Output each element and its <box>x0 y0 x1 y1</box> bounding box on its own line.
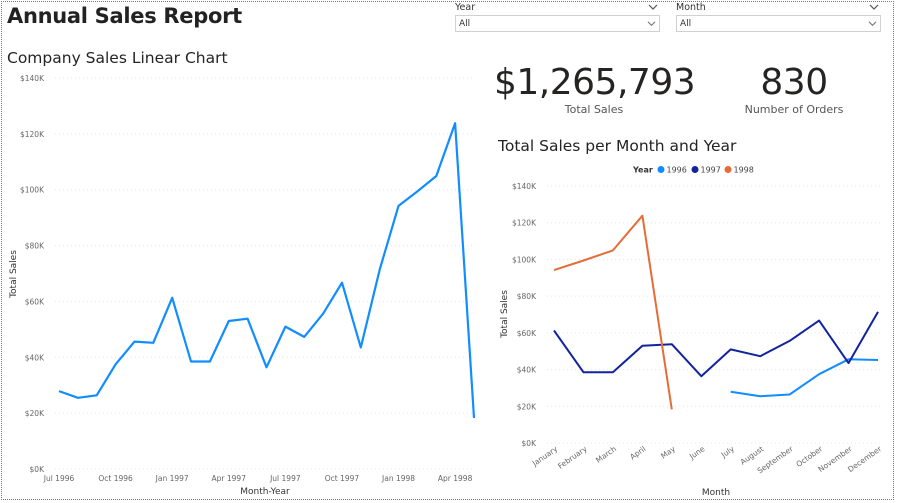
y-tick-label: $140K <box>512 182 537 191</box>
month-slicer-label: Month <box>676 2 706 13</box>
x-tick-label: March <box>594 444 618 465</box>
y-tick-label: $80K <box>517 292 537 301</box>
y-tick-label: $40K <box>517 366 537 375</box>
series-line-1996 <box>730 358 879 398</box>
year-dropdown[interactable]: All <box>455 15 660 32</box>
orders-label: Number of Orders <box>744 103 844 116</box>
y-tick-label: $100K <box>512 255 537 264</box>
year-slicer-label: Year <box>455 2 476 13</box>
chevron-down-icon[interactable] <box>648 2 658 12</box>
month-dropdown-value: All <box>680 19 692 29</box>
year-slicer[interactable]: Year All <box>455 1 660 32</box>
series-line-total-sales <box>58 122 476 418</box>
y-tick-label: $120K <box>20 130 45 139</box>
x-tick-label: April <box>628 444 647 461</box>
y-tick-label: $60K <box>25 297 45 306</box>
x-tick-label: Apr 1997 <box>212 474 247 483</box>
month-slicer[interactable]: Month All <box>676 1 881 32</box>
total-sales-value: $1,265,793 <box>494 62 696 103</box>
x-tick-label: Jan 1998 <box>381 474 415 483</box>
monthly-chart-title: Total Sales per Month and Year <box>498 137 737 155</box>
total-sales-card: $1,265,793 Total Sales <box>494 62 696 117</box>
report-title: Annual Sales Report <box>7 4 242 28</box>
x-tick-label: Jan 1997 <box>155 474 189 483</box>
y-tick-label: $140K <box>20 74 45 83</box>
linear-chart-title: Company Sales Linear Chart <box>7 49 228 67</box>
y-tick-label: $0K <box>30 465 46 474</box>
y-tick-label: $40K <box>25 353 45 362</box>
legend-marker-1996 <box>657 166 665 173</box>
chevron-down-icon[interactable] <box>869 2 879 12</box>
x-tick-label: May <box>659 444 677 461</box>
x-tick-label: Jul 1997 <box>269 474 301 483</box>
legend-label-1996: 1996 <box>667 166 687 175</box>
legend-title: Year <box>632 166 653 175</box>
y-tick-label: $100K <box>20 186 45 195</box>
y-tick-label: $0K <box>522 439 538 448</box>
x-tick-label: February <box>556 444 589 471</box>
series-line-1998 <box>553 214 673 410</box>
total-sales-label: Total Sales <box>564 103 624 116</box>
x-tick-label: July <box>719 444 736 460</box>
chevron-down-icon[interactable] <box>868 19 877 28</box>
y-tick-label: $80K <box>25 242 45 251</box>
orders-value: 830 <box>760 62 828 103</box>
series-line-1997 <box>553 311 879 378</box>
x-tick-label: June <box>687 444 707 462</box>
y-axis-title: Total Sales <box>9 250 19 299</box>
x-tick-label: Jul 1996 <box>43 474 75 483</box>
x-tick-label: Oct 1996 <box>98 474 133 483</box>
orders-card: 830 Number of Orders <box>720 63 868 117</box>
y-tick-label: $120K <box>512 219 537 228</box>
year-dropdown-value: All <box>459 19 471 29</box>
chevron-down-icon[interactable] <box>647 19 656 28</box>
legend-label-1998: 1998 <box>734 166 754 175</box>
sales-per-month-year-chart[interactable]: Year 1996 1997 1998 $0K $20K $40K $60K $80K $100K… <box>490 158 890 500</box>
x-axis-title: Month-Year <box>240 487 290 497</box>
x-tick-label: Oct 1997 <box>325 474 360 483</box>
month-dropdown[interactable]: All <box>676 15 881 32</box>
legend-label-1997: 1997 <box>701 166 721 175</box>
x-tick-label: Apr 1998 <box>438 474 473 483</box>
company-sales-line-chart[interactable]: $0K $20K $40K $60K $80K $100K $120K $140K Jul 19… <box>0 68 490 500</box>
legend-marker-1997 <box>691 166 699 173</box>
y-tick-label: $20K <box>25 409 45 418</box>
y-tick-label: $20K <box>517 402 537 411</box>
y-tick-label: $60K <box>517 329 537 338</box>
y-axis-title: Total Sales <box>500 290 510 339</box>
x-axis-title: Month <box>702 488 730 498</box>
legend-marker-1998 <box>724 166 732 173</box>
x-tick-label: December <box>846 444 884 474</box>
